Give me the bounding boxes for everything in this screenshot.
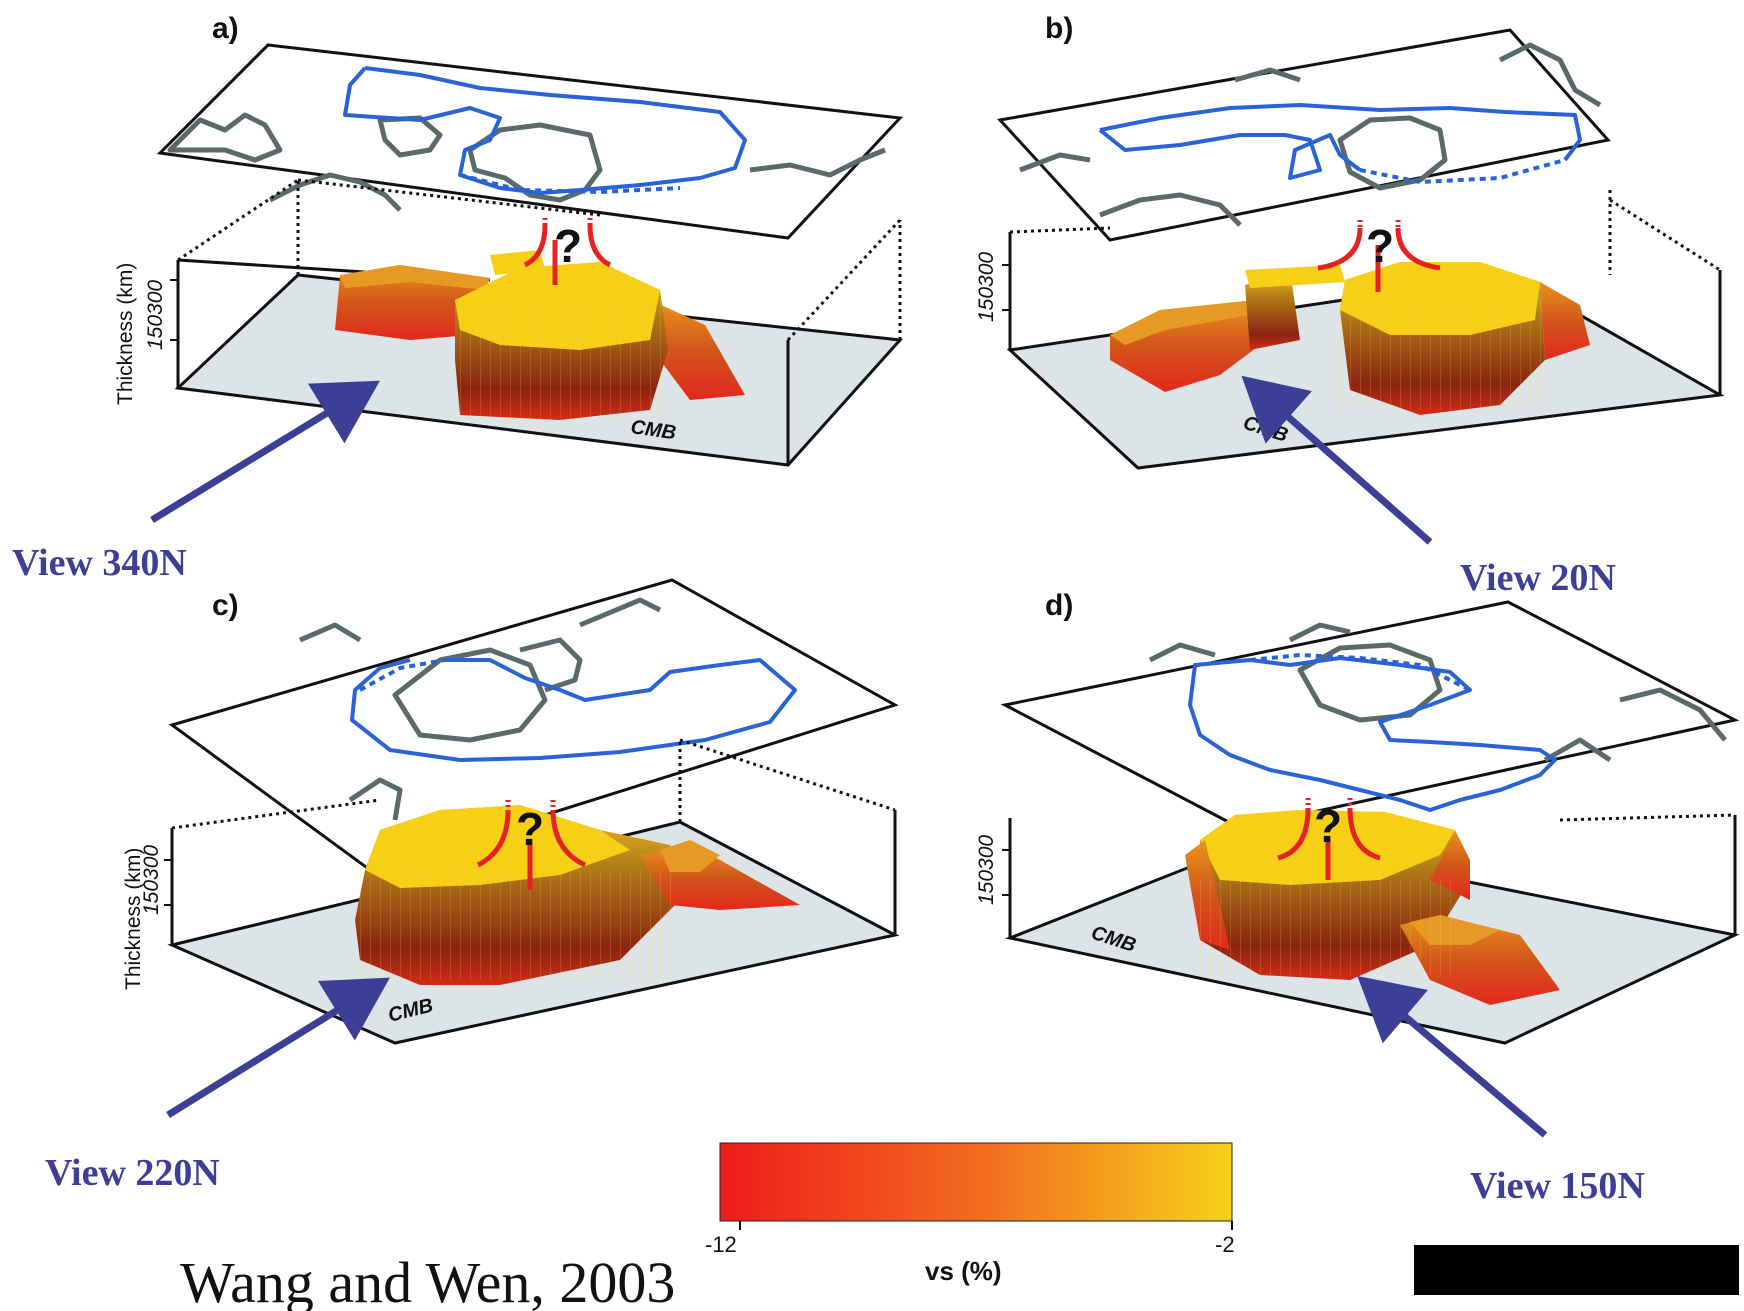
panel-c: c) [45,578,900,1194]
panel-b-map-plane [997,28,1611,242]
panel-d-region-outline-dashed [1249,652,1471,692]
panel-b-question-mark: ? [1366,220,1394,272]
panel-c-region-outline-dashed [359,658,446,692]
colorbar-max-label: -2 [1215,1232,1235,1257]
panel-a-plume-volume [335,250,745,420]
panel-d-tick-labels: 150300 [975,835,998,905]
panel-d-view-arrow [1357,975,1548,1138]
panel-a-question-mark: ? [554,220,582,272]
panel-d-plume-arrows [1277,798,1381,880]
panel-a-plume-arrows [523,218,612,285]
panel-b-region-outline [1098,103,1582,180]
colorbar-title: vs (%) [925,1256,1002,1286]
panel-c-axis-label: Thickness (km) [122,848,145,990]
colorbar-gradient [719,1142,1233,1222]
panel-b-tick-labels: 150300 [975,252,998,322]
panel-a: a) [12,12,904,584]
panel-a-axis-label: Thickness (km) [114,263,137,405]
colorbar: -12 -2 vs (%) [705,1142,1235,1286]
panel-b-region-outline-dashed [1359,158,1566,185]
panel-c-view-label: View 220N [45,1152,220,1194]
panel-b-view-arrow [1241,375,1433,545]
panel-b-plume-arrows [1317,220,1441,292]
panel-b: b) [975,12,1725,599]
panel-d-plume-volume [1185,810,1560,1005]
panel-d-label: d) [1045,589,1073,622]
panel-c-coastlines [299,597,662,821]
panel-c-plume-arrows [476,800,587,890]
panel-a-map-plane [156,43,904,240]
panel-c-tick-labels: 150300 [140,845,163,915]
redaction-bar [1414,1245,1739,1295]
panel-a-region-outline-dashed [459,173,681,195]
colorbar-min-label: -12 [705,1232,737,1257]
panel-c-region-outline [350,658,797,762]
panel-c-view-arrow [166,977,390,1118]
panel-a-view-arrow [150,380,380,523]
panel-b-view-label: View 20N [1460,557,1616,599]
panel-b-plume-volume [1110,262,1590,415]
panel-d-view-label: View 150N [1470,1165,1645,1207]
panel-d-region-outline [1188,656,1557,812]
citation: Wang and Wen, 2003 [180,1250,675,1311]
panel-b-label: b) [1045,12,1073,45]
panel-d-coastlines [1148,622,1727,763]
panel-c-question-mark: ? [516,803,544,855]
panel-a-tick-labels: 150300 [144,280,167,350]
panel-d-question-mark: ? [1314,800,1342,852]
panel-a-region-outline [343,66,747,195]
panel-d-map-plane [1000,600,1740,830]
panel-a-label: a) [212,12,239,45]
panel-b-coastlines [1019,42,1602,227]
panel-c-label: c) [212,589,239,622]
panel-a-view-label: View 340N [12,542,187,584]
panel-d: d) [975,589,1740,1207]
